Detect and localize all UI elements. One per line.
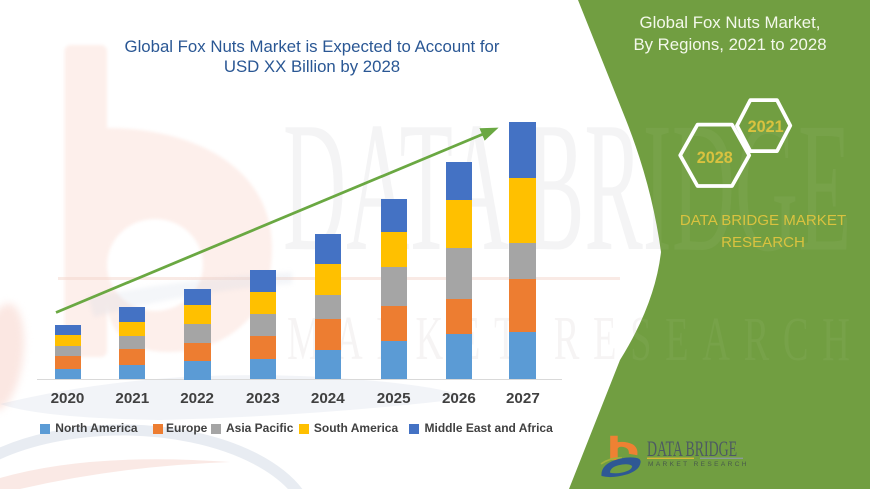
svg-text:2028: 2028 (697, 149, 733, 167)
svg-text:MARKET RESEARCH: MARKET RESEARCH (648, 461, 749, 468)
svg-text:2021: 2021 (748, 118, 784, 136)
svg-text:DATA BRIDGE: DATA BRIDGE (647, 437, 737, 461)
svg-text:MARKET RESEARCH: MARKET RESEARCH (287, 306, 864, 375)
